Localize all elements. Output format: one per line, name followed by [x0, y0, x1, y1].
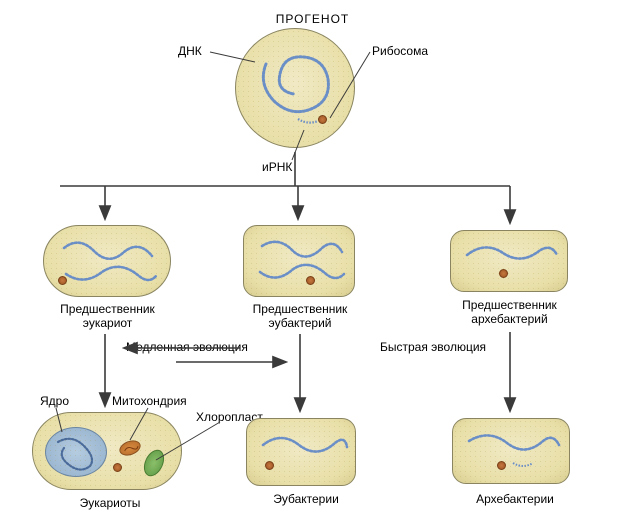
label-nucleus: Ядро — [40, 394, 69, 408]
pre-eubacteria-cell — [243, 225, 355, 297]
label-eukaryote: Эукариоты — [60, 496, 160, 510]
progenote-cell — [235, 28, 355, 148]
archaea-cell — [452, 418, 570, 484]
label-slow-evolution: Медленная эволюция — [126, 340, 248, 354]
label-archaea: Архебактерии — [460, 492, 570, 506]
eukaryote-cell — [32, 412, 182, 490]
diagram-title: ПРОГЕНОТ — [0, 12, 625, 26]
label-pre-eubacteria: Предшественник эубактерий — [225, 302, 375, 330]
label-ribosome: Рибосома — [372, 44, 428, 58]
label-pre-eukaryote: Предшественник эукариот — [30, 302, 185, 330]
pre-eukaryote-cell — [43, 225, 171, 297]
label-mitochondria: Митохондрия — [112, 394, 187, 408]
label-fast-evolution: Быстрая эволюция — [380, 340, 486, 354]
eubacteria-cell — [246, 418, 356, 486]
label-pre-archaea: Предшественник архебактерий — [432, 298, 587, 326]
label-dna: ДНК — [178, 44, 202, 58]
label-eubacteria: Эубактерии — [256, 492, 356, 506]
label-mrna: иРНК — [262, 160, 292, 174]
pre-archaea-cell — [450, 230, 568, 292]
